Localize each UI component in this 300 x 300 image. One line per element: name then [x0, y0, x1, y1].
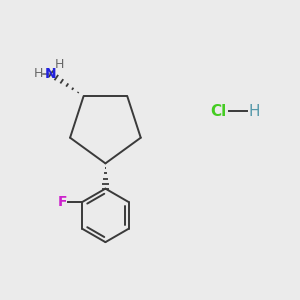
Text: H: H [248, 104, 260, 119]
Text: H: H [55, 58, 64, 71]
Text: N: N [45, 67, 57, 81]
Text: F: F [58, 195, 68, 209]
Text: Cl: Cl [210, 104, 226, 119]
Text: H: H [34, 68, 43, 80]
